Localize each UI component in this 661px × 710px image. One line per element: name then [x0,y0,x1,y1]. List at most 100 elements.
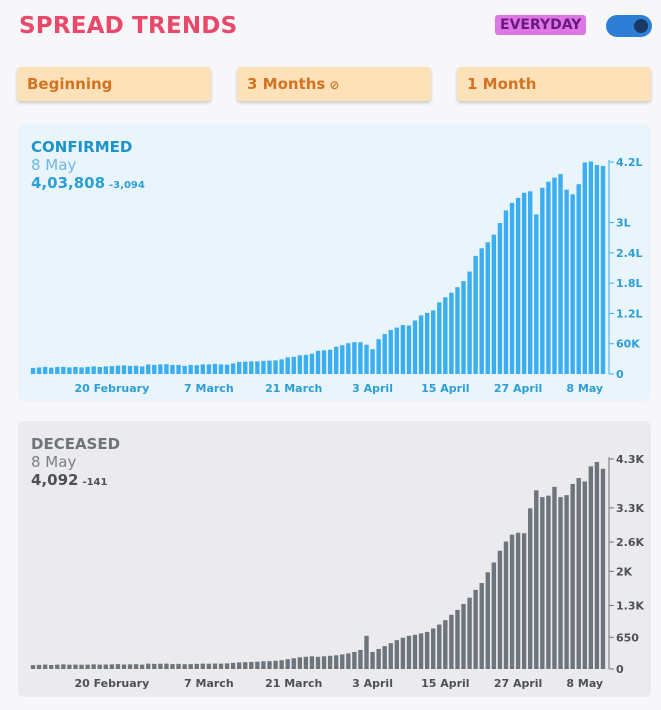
bar[interactable] [485,572,490,669]
bar[interactable] [412,634,418,669]
bar[interactable] [394,640,400,669]
bar[interactable] [528,191,533,374]
bar[interactable] [437,302,442,374]
bar[interactable] [255,361,260,374]
bar[interactable] [364,344,369,374]
bar[interactable] [443,620,448,669]
bar[interactable] [212,663,218,669]
bar[interactable] [267,360,272,374]
bar[interactable] [400,637,406,669]
bar[interactable] [61,366,66,374]
bar[interactable] [600,166,606,374]
bar[interactable] [376,648,381,669]
confirmed-bar-chart[interactable]: 0 60K 1.2L 1.8L 2.4L 3L 4.2L 20 February 7 March… [18,124,651,401]
everyday-mode-badge[interactable]: EVERYDAY [495,15,587,35]
bar[interactable] [570,194,575,374]
bar[interactable] [503,541,509,669]
bar[interactable] [243,662,248,669]
bar[interactable] [588,466,594,669]
bar[interactable] [552,177,557,374]
bar[interactable] [352,651,357,669]
bar[interactable] [424,312,430,374]
bar[interactable] [30,665,36,669]
bar[interactable] [97,366,102,374]
bar[interactable] [152,663,157,669]
bar[interactable] [521,192,527,374]
bar[interactable] [382,334,387,374]
bar[interactable] [85,366,90,374]
bar[interactable] [455,287,460,374]
bar[interactable] [334,655,339,669]
bar[interactable] [55,664,60,669]
bar[interactable] [588,161,594,375]
bar[interactable] [564,495,569,669]
bar[interactable] [564,189,569,374]
bar[interactable] [285,357,290,374]
bar[interactable] [267,661,272,669]
bar[interactable] [346,653,351,669]
bar[interactable] [73,664,78,669]
bar[interactable] [485,242,490,374]
bar[interactable] [49,665,54,669]
bar[interactable] [340,654,345,669]
bar[interactable] [109,664,115,669]
bar[interactable] [36,367,42,374]
bar[interactable] [146,364,151,374]
bar[interactable] [230,662,236,669]
bar[interactable] [552,486,557,669]
bar[interactable] [327,349,333,374]
bar[interactable] [443,297,448,374]
bar[interactable] [249,661,254,669]
bar[interactable] [36,664,42,669]
bar[interactable] [139,664,145,669]
bar[interactable] [528,508,533,669]
bar[interactable] [279,359,284,374]
bar[interactable] [61,664,66,669]
bar[interactable] [158,364,163,374]
bar[interactable] [576,478,581,669]
bar[interactable] [164,663,169,669]
bar[interactable] [133,365,139,374]
bar[interactable] [237,662,242,669]
bar[interactable] [473,589,478,669]
bar[interactable] [237,361,242,374]
bar[interactable] [206,364,212,374]
bar[interactable] [382,646,387,669]
bar[interactable] [388,330,393,374]
bar[interactable] [491,562,497,669]
bar[interactable] [449,292,454,374]
bar[interactable] [73,366,78,374]
bar[interactable] [303,354,309,374]
bar[interactable] [400,325,406,374]
bar[interactable] [364,635,369,669]
bar[interactable] [115,664,121,669]
bar[interactable] [388,643,393,669]
bar[interactable] [139,366,145,374]
bar[interactable] [194,365,199,374]
bar[interactable] [224,364,230,374]
bar[interactable] [85,664,90,669]
bar[interactable] [358,649,363,669]
bar[interactable] [115,365,121,374]
bar[interactable] [121,664,127,669]
bar[interactable] [103,366,108,374]
bar[interactable] [176,663,181,669]
bar[interactable] [352,342,357,374]
deceased-bar-chart[interactable]: 0 650 1.3K 2K 2.6K 3.3K 4.3K 20 February 7 March… [18,421,651,697]
bar[interactable] [188,664,193,669]
bar[interactable] [309,353,315,374]
bar[interactable] [170,364,175,374]
bar[interactable] [479,248,484,374]
bar[interactable] [158,663,163,669]
bar[interactable] [461,281,466,374]
tab-3-months[interactable]: 3 Months ⊘ [237,67,431,101]
bar[interactable] [182,664,187,669]
bar[interactable] [582,481,587,669]
bar[interactable] [279,660,284,669]
bar[interactable] [218,663,224,669]
bar[interactable] [509,534,515,669]
bar[interactable] [30,367,36,374]
bar[interactable] [534,214,539,375]
bar[interactable] [230,363,236,374]
bar[interactable] [394,327,400,374]
